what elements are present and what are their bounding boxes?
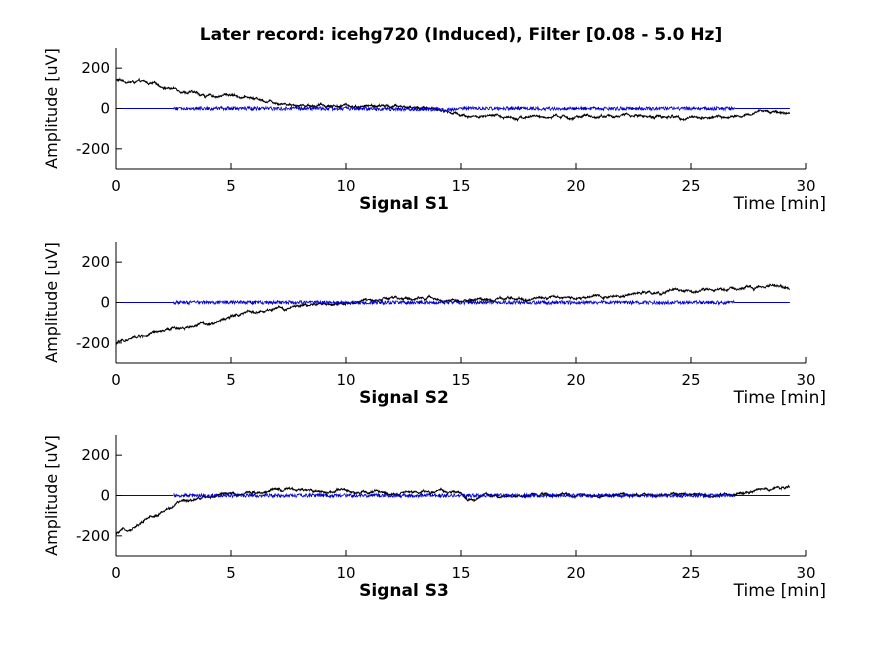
y-tick-label: 0: [100, 487, 110, 505]
x-tick-label: 25: [681, 564, 700, 582]
x-tick-label: 15: [451, 564, 470, 582]
y-tick-label: -200: [76, 334, 110, 352]
x-tick-label: 5: [226, 371, 236, 389]
y-axis-label: Amplitude [uV]: [42, 435, 61, 556]
x-tick-label: 25: [681, 371, 700, 389]
panel-1: 0 5 10 15 20 25 30 200 0 -200 Time [min] Signal S1 A…: [42, 48, 826, 214]
series-black-line: [115, 283, 790, 345]
x-tick-label: 25: [681, 177, 700, 195]
x-tick-label: 0: [111, 177, 121, 195]
x-axis-label: Time [min]: [733, 388, 826, 408]
x-tick-label: 20: [566, 177, 585, 195]
figure-title: Later record: icehg720 (Induced), Filter…: [200, 25, 722, 45]
y-tick-label: 200: [81, 59, 110, 77]
x-axis-label: Time [min]: [733, 194, 826, 214]
x-tick-label: 10: [336, 177, 355, 195]
x-tick-label: 15: [451, 177, 470, 195]
panel-caption: Signal S3: [359, 581, 449, 601]
y-axis-label: Amplitude [uV]: [42, 48, 61, 169]
y-tick-label: 200: [81, 446, 110, 464]
x-tick-label: 20: [566, 371, 585, 389]
y-tick-label: -200: [76, 140, 110, 158]
x-tick-label: 30: [796, 371, 815, 389]
x-tick-label: 30: [796, 177, 815, 195]
x-tick-label: 30: [796, 564, 815, 582]
panel-caption: Signal S2: [359, 388, 449, 408]
x-tick-label: 10: [336, 564, 355, 582]
x-axis-label: Time [min]: [733, 581, 826, 601]
x-tick-label: 10: [336, 371, 355, 389]
x-tick-label: 0: [111, 371, 121, 389]
x-tick-label: 0: [111, 564, 121, 582]
panel-3: 0 5 10 15 20 25 30 200 0 -200 Time [min] Signal S3 A…: [42, 435, 826, 601]
y-axis-label: Amplitude [uV]: [42, 242, 61, 363]
x-tick-label: 5: [226, 564, 236, 582]
x-tick-label: 5: [226, 177, 236, 195]
panel-caption: Signal S1: [359, 194, 449, 214]
y-tick-label: 200: [81, 253, 110, 271]
x-tick-label: 20: [566, 564, 585, 582]
series-blue-line: [173, 299, 735, 306]
series-black-line: [115, 77, 791, 123]
panel-2: 0 5 10 15 20 25 30 200 0 -200 Time [min] Signal S2 A…: [42, 242, 826, 408]
series-blue-line: [173, 105, 735, 113]
x-tick-label: 15: [451, 371, 470, 389]
series-black-line: [115, 484, 791, 536]
y-tick-label: 0: [100, 100, 110, 118]
y-tick-label: -200: [76, 527, 110, 545]
y-tick-label: 0: [100, 294, 110, 312]
series-blue-line: [173, 492, 736, 499]
